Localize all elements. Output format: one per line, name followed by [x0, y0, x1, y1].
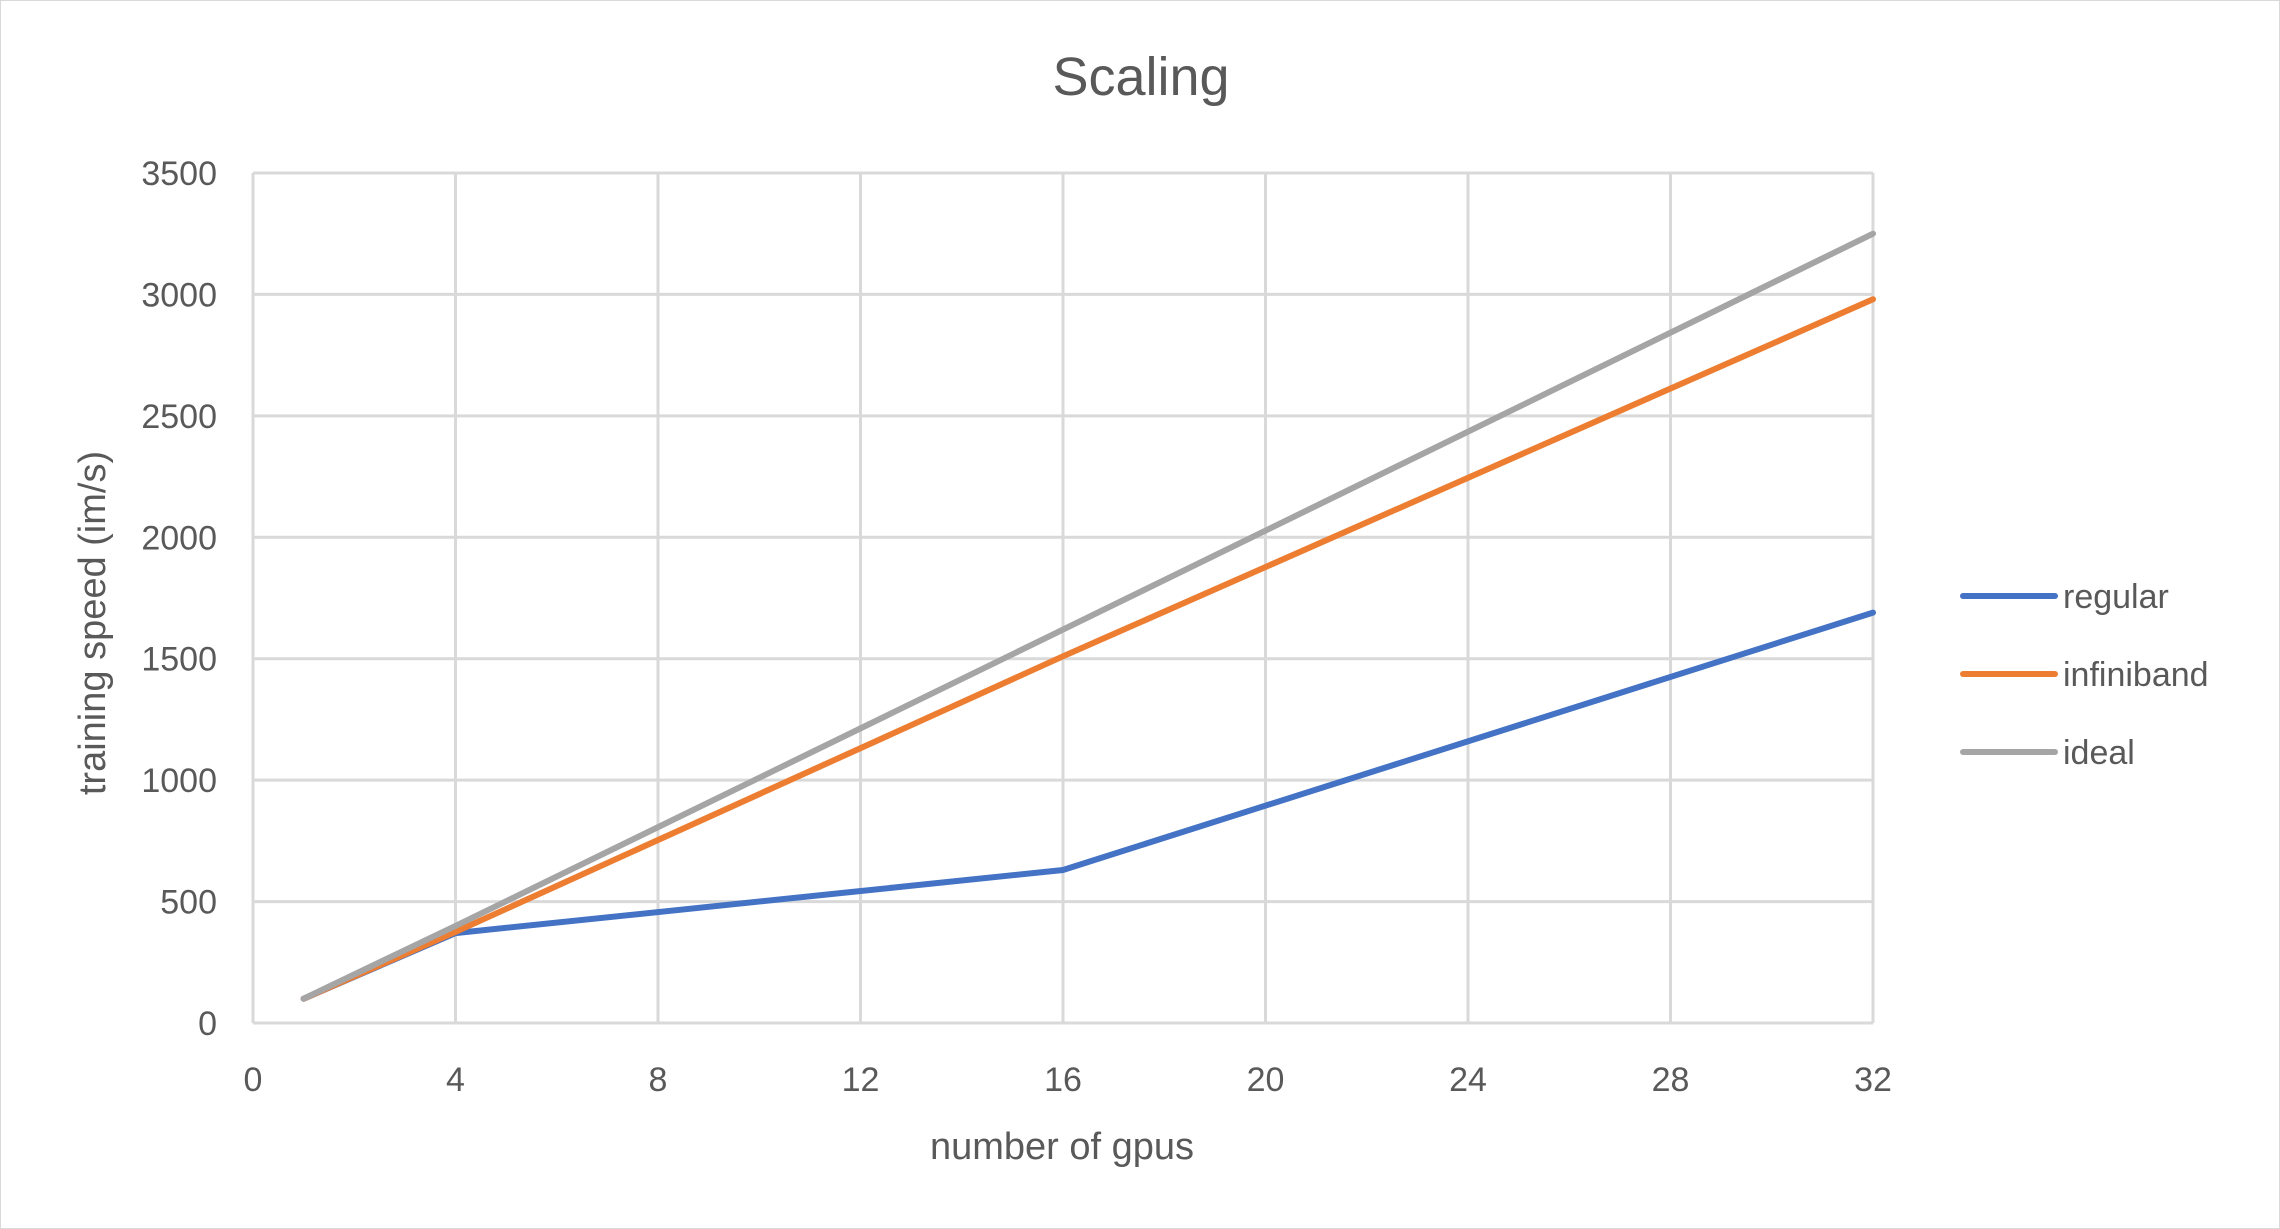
y-axis-title: training speed (im/s): [72, 451, 114, 795]
x-tick-label: 16: [1044, 1061, 1082, 1099]
series-line-ideal: [304, 234, 1873, 999]
x-tick-label: 20: [1247, 1061, 1285, 1099]
y-tick-label: 1000: [141, 762, 217, 800]
y-tick-label: 2500: [141, 398, 217, 436]
series-line-regular: [304, 613, 1873, 999]
legend-label-ideal: ideal: [2063, 734, 2135, 772]
x-tick-label: 8: [649, 1061, 668, 1099]
y-tick-label: 2000: [141, 519, 217, 557]
y-tick-label: 500: [160, 884, 217, 922]
y-tick-label: 3500: [141, 155, 217, 193]
y-tick-label: 3000: [141, 276, 217, 314]
x-tick-label: 32: [1854, 1061, 1892, 1099]
gridlines: [253, 173, 1873, 1023]
legend-label-infiniband: infiniband: [2063, 656, 2209, 694]
x-tick-label: 4: [446, 1061, 465, 1099]
x-tick-label: 0: [244, 1061, 263, 1099]
legend-label-regular: regular: [2063, 578, 2169, 616]
x-tick-label: 12: [842, 1061, 880, 1099]
x-axis-title: number of gpus: [930, 1126, 1194, 1168]
x-tick-label: 28: [1652, 1061, 1690, 1099]
y-tick-label: 0: [198, 1005, 217, 1043]
legend: regular infiniband ideal: [1963, 578, 2209, 772]
data-series: [304, 234, 1873, 999]
chart-title: Scaling: [1052, 47, 1229, 107]
series-line-infiniband: [304, 299, 1873, 998]
y-tick-label: 1500: [141, 641, 217, 679]
x-tick-label: 24: [1449, 1061, 1487, 1099]
